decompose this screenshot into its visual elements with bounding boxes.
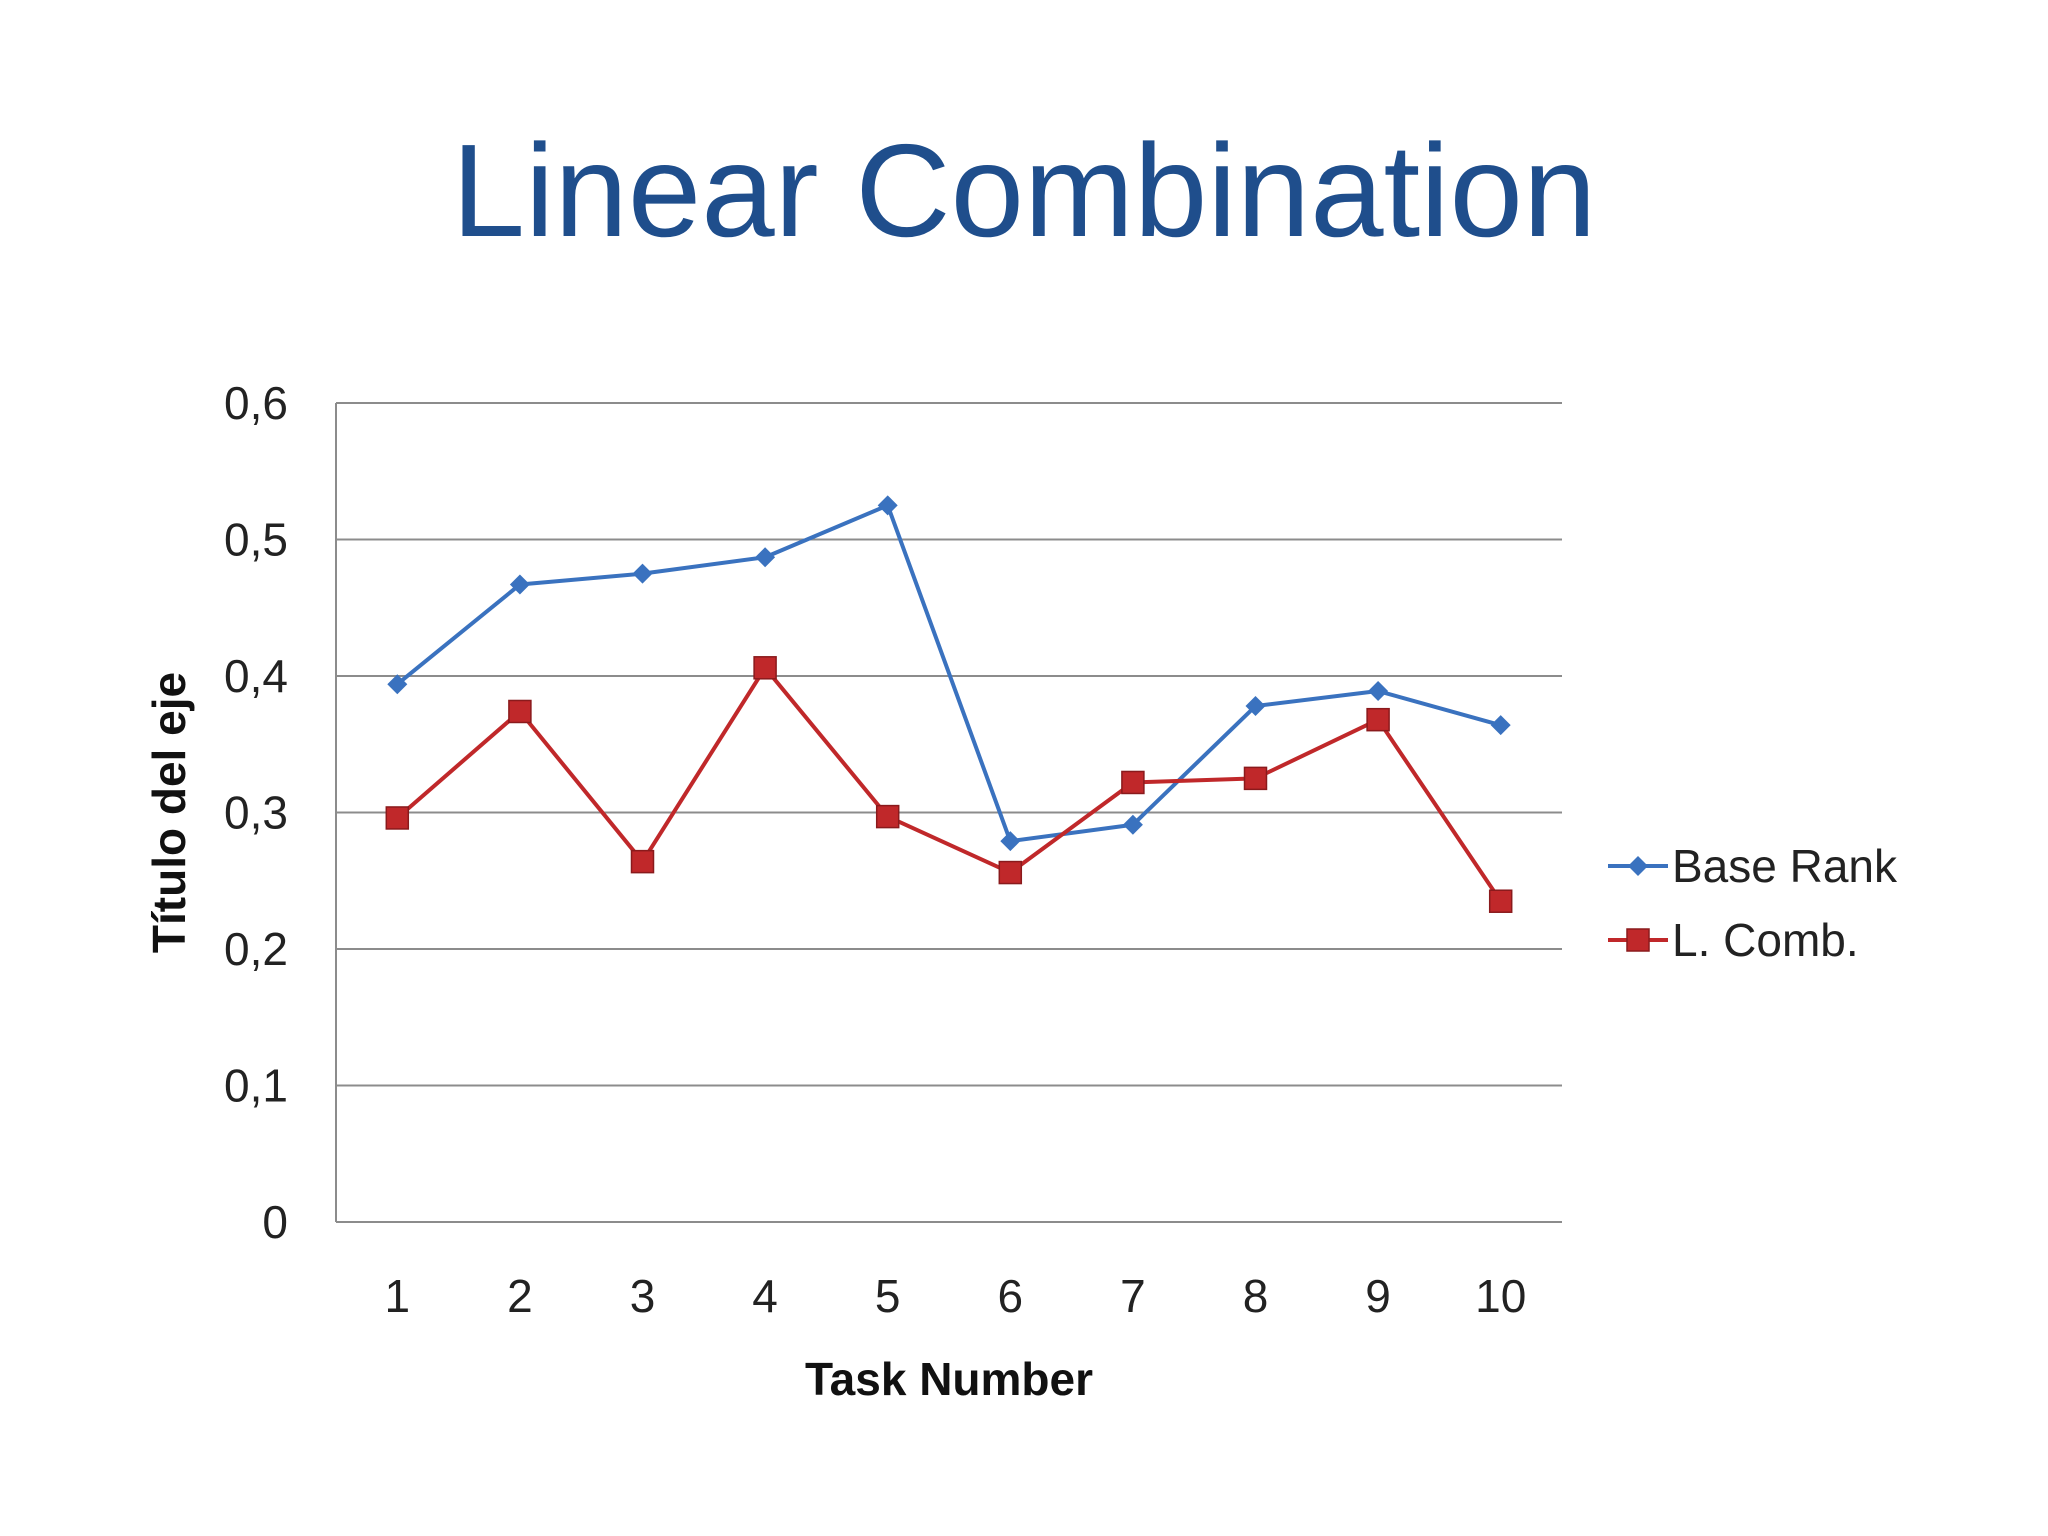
y-tick-label: 0,1 bbox=[224, 1060, 288, 1112]
x-tick-label: 3 bbox=[630, 1270, 656, 1322]
legend: Base Rank L. Comb. bbox=[1608, 840, 1898, 966]
data-point-square bbox=[753, 656, 777, 680]
data-point-square bbox=[1626, 928, 1650, 952]
data-point-diamond bbox=[877, 495, 898, 516]
data-point-square bbox=[998, 860, 1023, 885]
data-point-square bbox=[385, 806, 410, 830]
y-tick-label: 0 bbox=[262, 1196, 288, 1248]
data-point-diamond bbox=[1245, 696, 1266, 717]
data-point-diamond bbox=[509, 574, 530, 595]
y-tick-label: 0,6 bbox=[224, 377, 288, 429]
slide-title: Linear Combination bbox=[451, 117, 1597, 264]
data-point-square bbox=[630, 849, 655, 874]
series-line bbox=[396, 503, 1502, 844]
x-tick-label: 1 bbox=[385, 1270, 411, 1322]
y-tick-label: 0,5 bbox=[224, 514, 288, 566]
data-point-diamond bbox=[632, 563, 653, 584]
x-tick-label: 2 bbox=[507, 1270, 533, 1322]
y-tick-label: 0,4 bbox=[224, 650, 288, 702]
data-point-square bbox=[1488, 889, 1513, 913]
x-tick-label: 5 bbox=[875, 1270, 901, 1322]
data-point-square bbox=[508, 699, 532, 724]
data-point-diamond bbox=[1490, 715, 1511, 736]
x-axis-title: Task Number bbox=[805, 1353, 1093, 1405]
data-point-diamond bbox=[387, 674, 408, 695]
x-tick-label: 7 bbox=[1120, 1270, 1146, 1322]
series-1 bbox=[387, 495, 1511, 852]
legend-label: L. Comb. bbox=[1672, 914, 1859, 966]
legend-item: L. Comb. bbox=[1608, 914, 1859, 966]
x-tick-label: 8 bbox=[1243, 1270, 1269, 1322]
data-point-square bbox=[875, 804, 900, 829]
y-tick-label: 0,3 bbox=[224, 787, 288, 839]
y-tick-label: 0,2 bbox=[224, 923, 288, 975]
x-tick-label: 9 bbox=[1365, 1270, 1391, 1322]
x-tick-label: 4 bbox=[752, 1270, 778, 1322]
data-point-square bbox=[1243, 766, 1268, 791]
data-series bbox=[385, 495, 1513, 913]
y-tick-labels: 0 0,1 0,2 0,3 0,4 0,5 0,6 bbox=[224, 377, 288, 1248]
data-point-diamond bbox=[1628, 856, 1648, 876]
data-point-diamond bbox=[1368, 681, 1389, 702]
data-point-diamond bbox=[755, 547, 776, 568]
data-point-diamond bbox=[1122, 814, 1143, 835]
x-tick-label: 10 bbox=[1475, 1270, 1526, 1322]
data-point-square bbox=[1366, 707, 1390, 732]
series-2 bbox=[385, 656, 1513, 913]
legend-label: Base Rank bbox=[1672, 840, 1898, 892]
x-tick-label: 6 bbox=[998, 1270, 1024, 1322]
series-line bbox=[395, 665, 1503, 903]
data-point-diamond bbox=[1000, 831, 1021, 852]
y-axis-title: Título del eje bbox=[143, 672, 195, 953]
legend-item: Base Rank bbox=[1608, 840, 1898, 892]
data-point-square bbox=[1121, 770, 1145, 795]
x-tick-labels: 1 2 3 4 5 6 7 8 9 10 bbox=[385, 1270, 1527, 1322]
gridlines bbox=[336, 402, 1562, 1223]
